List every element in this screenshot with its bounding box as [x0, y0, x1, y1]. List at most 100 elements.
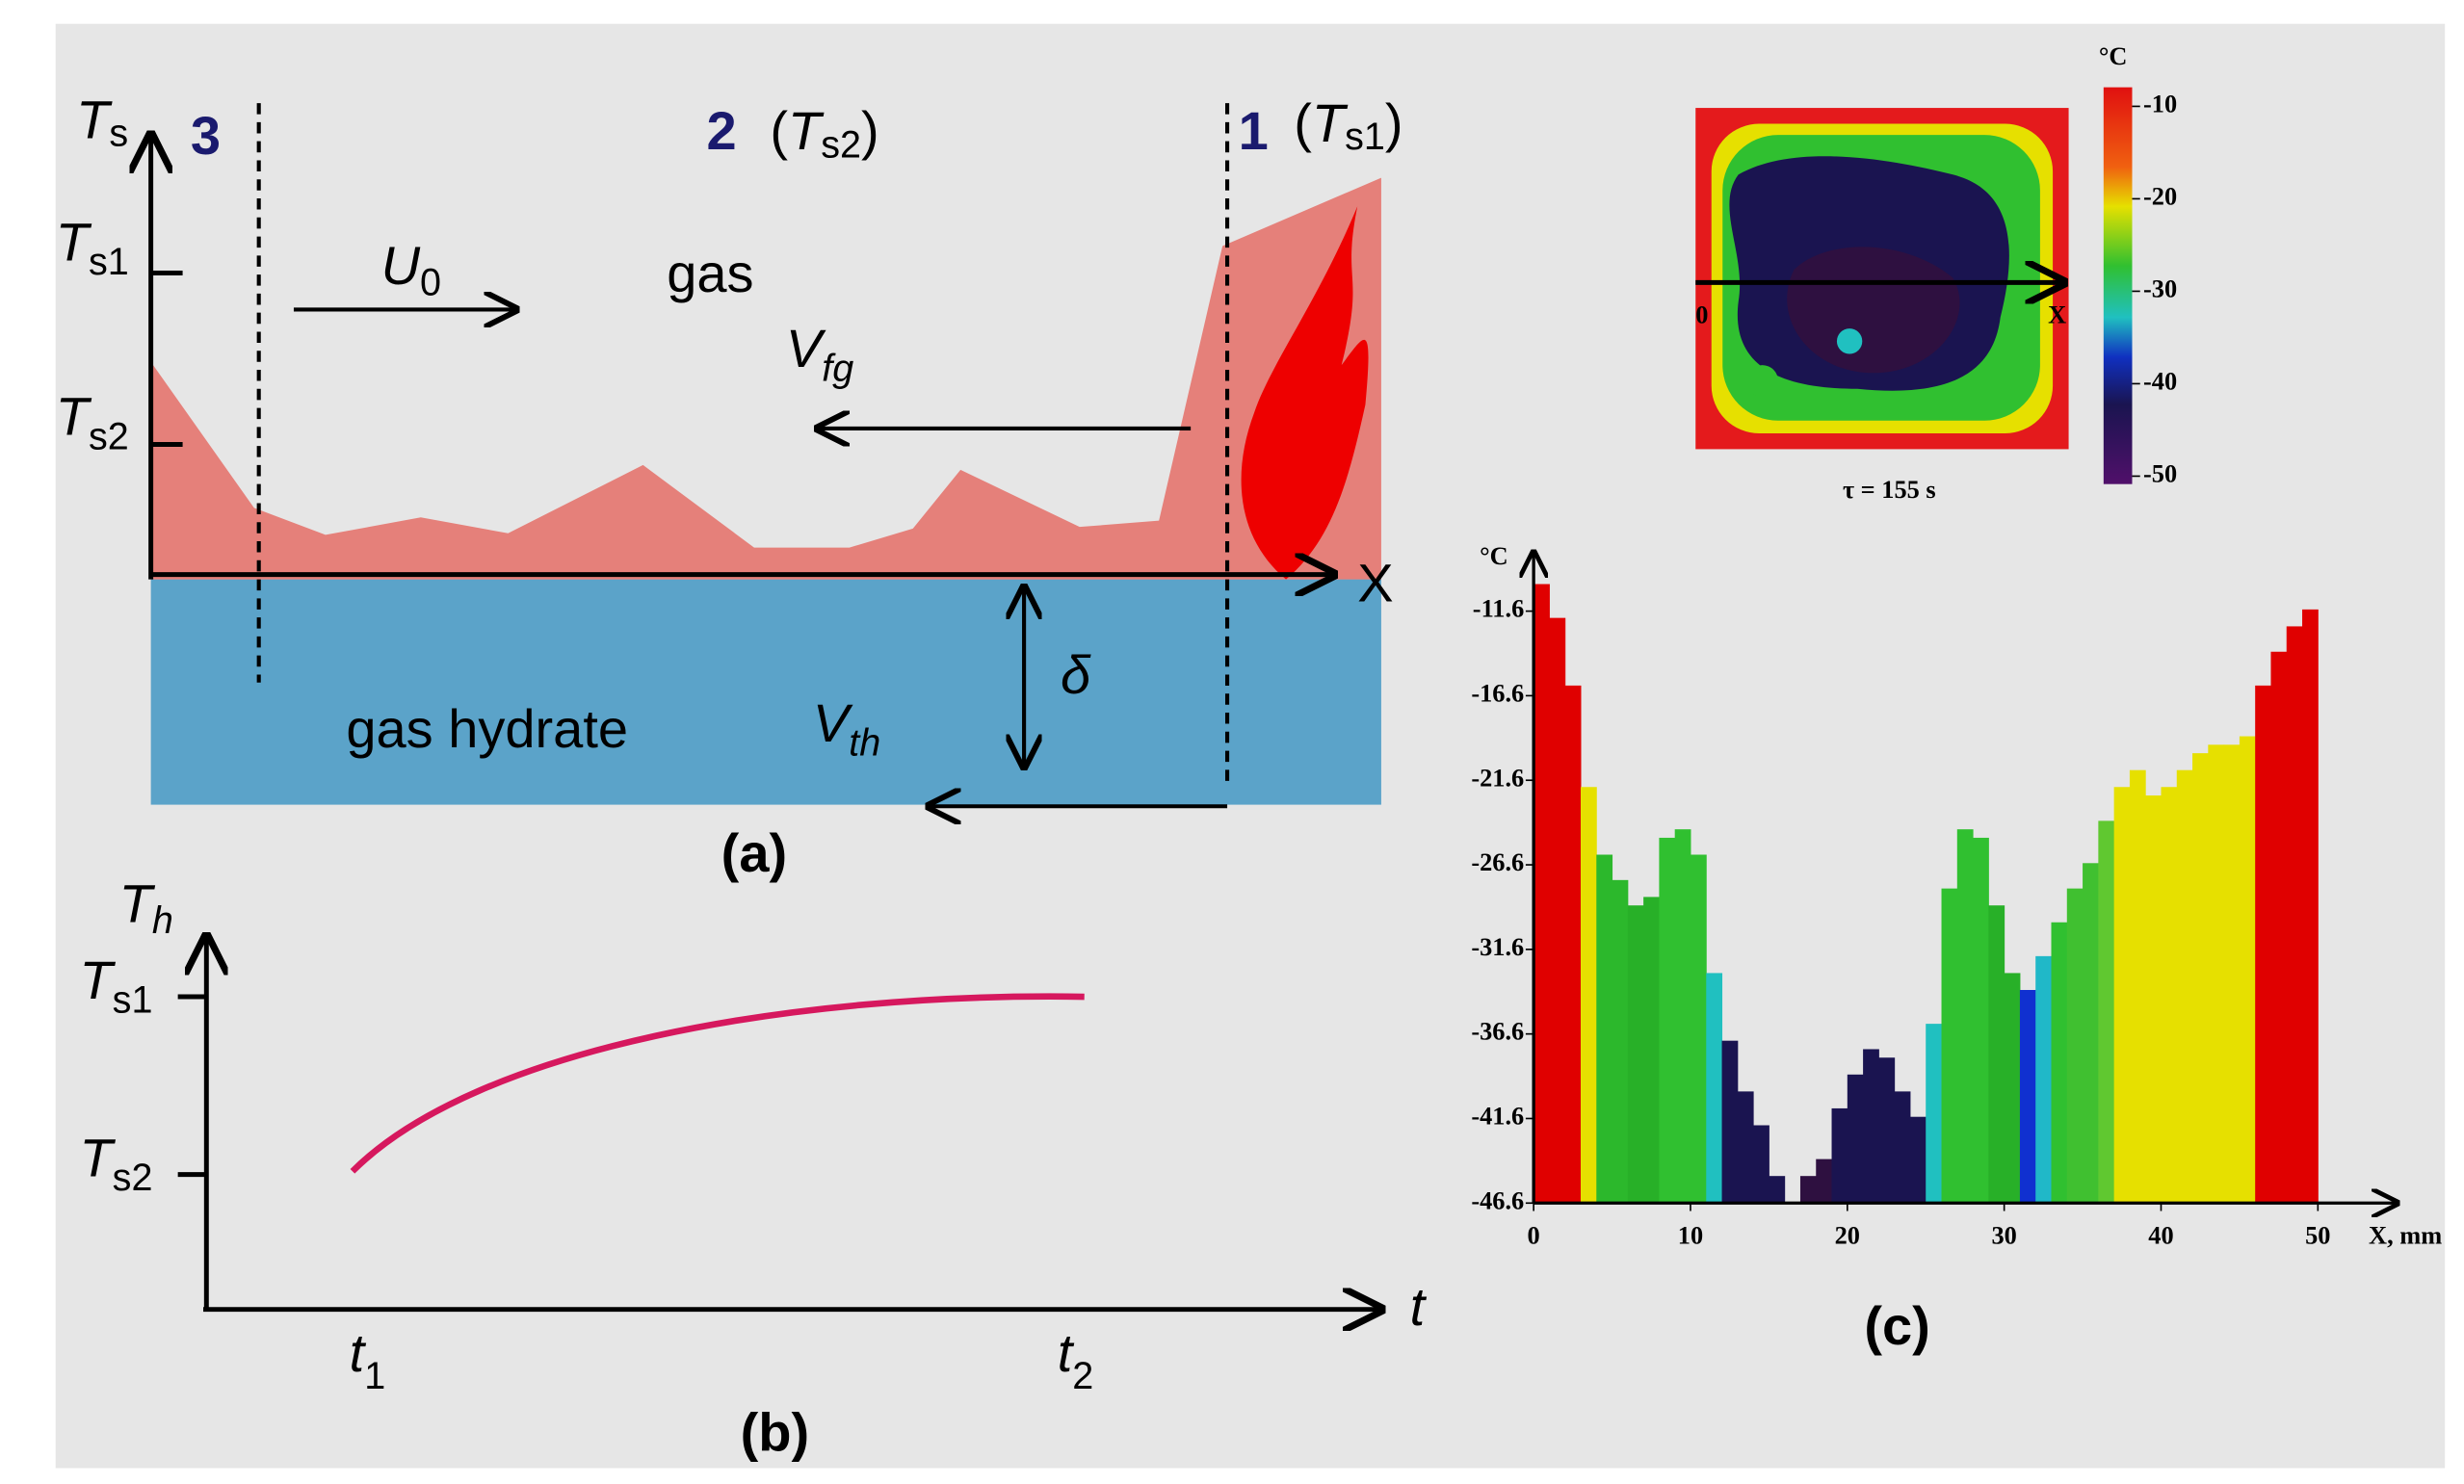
colorbar-label: -20: [2143, 182, 2177, 210]
bar: [1863, 1049, 1879, 1204]
label: U0: [381, 235, 441, 304]
bar: [1799, 1176, 1817, 1204]
label: gas: [667, 243, 753, 303]
colorbar-label: -30: [2143, 274, 2177, 302]
label: Th: [119, 873, 173, 943]
bar: [2066, 888, 2084, 1204]
bar: [1973, 837, 1989, 1204]
thermogram-zone: [1787, 247, 1960, 374]
bar: [1627, 905, 1644, 1204]
label: Ts2: [56, 386, 129, 458]
bar: [1988, 905, 2005, 1204]
bar: [1564, 685, 1582, 1204]
bar: [1878, 1057, 1896, 1204]
label: δ: [1061, 644, 1091, 705]
bar: [1721, 1040, 1739, 1204]
bar: [2113, 787, 2131, 1204]
bar: [1737, 1091, 1754, 1204]
thermogram-zone: [1745, 365, 1778, 398]
bar: [1643, 897, 1660, 1204]
panel-label: (b): [741, 1401, 810, 1462]
bar: [1533, 584, 1550, 1204]
bar: [2129, 769, 2146, 1204]
label: X: [1357, 553, 1393, 613]
label: 3: [191, 105, 221, 166]
bar: [2145, 795, 2162, 1204]
bar: [1753, 1125, 1769, 1204]
x-axis-label: X, mm: [2369, 1222, 2442, 1250]
label: t2: [1058, 1322, 1094, 1398]
y-tick-label: -16.6: [1471, 679, 1524, 707]
thermogram-zone: [1836, 328, 1863, 354]
bar: [2083, 863, 2099, 1204]
x-tick-label: 10: [1678, 1222, 1703, 1250]
y-axis-label: °C: [1480, 542, 1508, 570]
bar: [2302, 609, 2319, 1204]
x-tick-label: 20: [1835, 1222, 1860, 1250]
y-tick-label: -26.6: [1471, 848, 1524, 876]
x-tick-label: 0: [1528, 1222, 1540, 1250]
colorbar: [2103, 87, 2133, 484]
bar: [2286, 626, 2303, 1204]
bar: [2192, 753, 2209, 1204]
y-tick-label: -41.6: [1471, 1103, 1524, 1131]
bar: [1941, 888, 1958, 1204]
y-tick-label: -21.6: [1471, 764, 1524, 792]
label: Ts1: [79, 950, 152, 1022]
label: Ts1: [56, 211, 129, 283]
panel-label: (a): [721, 822, 787, 883]
bar: [1831, 1107, 1848, 1204]
bar: [2208, 744, 2225, 1204]
y-tick-label: -46.6: [1471, 1186, 1524, 1214]
bar: [1659, 837, 1676, 1204]
bar: [1549, 617, 1566, 1204]
label: 0: [1695, 301, 1708, 329]
label: °C: [2099, 42, 2128, 70]
label: τ = 155 s: [1843, 476, 1936, 504]
curve: [350, 993, 1085, 1174]
bar: [1674, 829, 1691, 1204]
bar: [1909, 1116, 1927, 1204]
label: (Ts2): [770, 100, 878, 167]
hydrate-layer: [150, 579, 1381, 805]
bar: [2255, 685, 2271, 1204]
bar: [1580, 787, 1597, 1204]
bar: [1612, 879, 1629, 1204]
flame: [1241, 206, 1369, 580]
y-tick-label: -36.6: [1471, 1018, 1524, 1046]
colorbar-label: -40: [2143, 367, 2177, 395]
x-tick-label: 50: [2305, 1222, 2330, 1250]
y-tick-label: -11.6: [1473, 595, 1524, 623]
bar: [2223, 744, 2241, 1204]
label: (Ts1): [1294, 92, 1402, 159]
bar: [2098, 820, 2115, 1204]
bar: [2004, 973, 2021, 1204]
label: 1: [1239, 100, 1269, 161]
label: X: [2048, 301, 2066, 329]
bar: [2035, 955, 2052, 1204]
bar: [1596, 854, 1613, 1204]
colorbar-label: -50: [2143, 459, 2177, 487]
bar: [2270, 651, 2288, 1204]
panel-label: (c): [1864, 1295, 1929, 1356]
label: 2: [706, 100, 736, 161]
label: Vfg: [786, 318, 853, 390]
label: gas hydrate: [346, 698, 628, 759]
bar: [1690, 854, 1707, 1204]
bar: [2051, 922, 2068, 1204]
colorbar-label: -10: [2143, 90, 2177, 117]
bar: [2019, 989, 2036, 1204]
bar: [1706, 973, 1723, 1204]
label: Ts2: [79, 1127, 152, 1199]
bar: [1769, 1176, 1786, 1204]
bar: [1894, 1091, 1911, 1204]
label: t1: [350, 1322, 386, 1398]
x-tick-label: 30: [1991, 1222, 2016, 1250]
label: Vth: [813, 692, 880, 765]
label: t: [1410, 1276, 1428, 1337]
bar: [2161, 787, 2178, 1204]
bar: [1926, 1024, 1943, 1204]
bar: [2239, 736, 2256, 1204]
label: Ts: [76, 89, 128, 155]
